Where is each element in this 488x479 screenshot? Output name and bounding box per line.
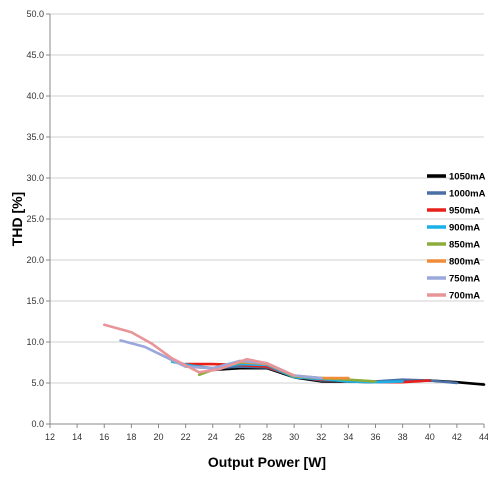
legend-label: 800mA <box>449 257 480 268</box>
y-axis-title: THD [%] <box>9 192 25 246</box>
y-tick-label: 5.0 <box>31 378 44 388</box>
x-tick-label: 34 <box>343 432 353 442</box>
y-tick-label: 45.0 <box>26 50 44 60</box>
gridlines <box>50 13 484 384</box>
series-line-700ma <box>103 323 296 377</box>
y-tick-label: 15.0 <box>26 296 44 306</box>
x-tick-label: 24 <box>208 432 218 442</box>
y-tick-label: 10.0 <box>26 337 44 347</box>
legend-label: 700mA <box>449 291 480 302</box>
x-tick-label: 44 <box>479 432 488 442</box>
legend-label: 900mA <box>449 223 480 234</box>
y-tick-labels: 0.0 5.0 10.0 15.0 20.0 25.0 30.0 35.0 40.0 45.0 50… <box>26 9 50 429</box>
x-tick-label: 18 <box>126 432 136 442</box>
x-tick-label: 40 <box>425 432 435 442</box>
legend: 1050mA 1000mA 950mA 900mA 850mA 800mA 750mA 700… <box>427 172 486 302</box>
data-series <box>103 323 486 386</box>
x-tick-label: 30 <box>289 432 299 442</box>
x-tick-label: 42 <box>452 432 462 442</box>
y-tick-label: 40.0 <box>26 91 44 101</box>
y-tick-label: 50.0 <box>26 9 44 19</box>
legend-label: 950mA <box>449 206 480 217</box>
x-tick-labels: 12 14 16 18 20 22 24 26 28 30 32 34 36 38 40 42 44 <box>45 424 488 442</box>
y-tick-label: 20.0 <box>26 255 44 265</box>
legend-label: 750mA <box>449 274 480 285</box>
legend-label: 1000mA <box>449 189 486 200</box>
y-tick-label: 30.0 <box>26 173 44 183</box>
x-tick-label: 26 <box>235 432 245 442</box>
x-tick-label: 36 <box>370 432 380 442</box>
x-axis-title: Output Power [W] <box>208 454 326 470</box>
x-tick-label: 20 <box>153 432 163 442</box>
x-tick-label: 32 <box>316 432 326 442</box>
legend-label: 1050mA <box>449 172 486 183</box>
x-tick-label: 22 <box>181 432 191 442</box>
y-tick-label: 35.0 <box>26 132 44 142</box>
x-tick-label: 28 <box>262 432 272 442</box>
x-tick-label: 12 <box>45 432 55 442</box>
legend-label: 850mA <box>449 240 480 251</box>
x-tick-label: 16 <box>99 432 109 442</box>
x-tick-label: 38 <box>398 432 408 442</box>
x-tick-label: 14 <box>72 432 82 442</box>
y-tick-label: 0.0 <box>31 419 44 429</box>
y-tick-label: 25.0 <box>26 214 44 224</box>
